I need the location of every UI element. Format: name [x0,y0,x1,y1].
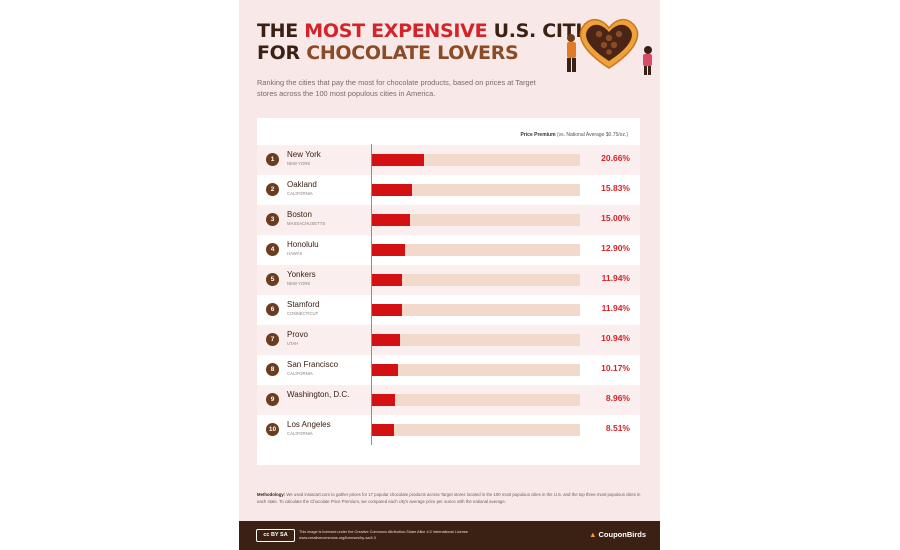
bar [372,424,394,436]
state-name: CALIFORNIA [287,191,313,196]
title-text: FOR [257,42,307,64]
state-name: MASSACHUSETTS [287,221,326,226]
chart-row: 4 Honolulu HAWAII 12.90% [257,235,640,265]
city-name: Washington, D.C. [287,390,350,399]
chart-row: 10 Los Angeles CALIFORNIA 8.51% [257,415,640,445]
bar-track [372,394,580,406]
value-label: 8.96% [605,393,630,403]
chart-row: 5 Yonkers NEW YORK 11.94% [257,265,640,295]
bar-track [372,424,580,436]
state-name: CALIFORNIA [287,371,313,376]
license-link: www.creativecommons.org/licenses/by-sa/4… [299,535,376,540]
rank-badge: 6 [266,303,279,316]
city-name: Provo [287,330,308,339]
city-name: New York [287,150,321,159]
chart-row: 6 Stamford CONNECTICUT 11.94% [257,295,640,325]
column-header-note: (vs. National Average $0.75/oz.) [556,132,628,138]
column-header-label: Price Premium [520,132,556,138]
bar [372,334,400,346]
methodology-note: Methodology: We used instacart.com to ga… [257,491,641,505]
rank-badge: 10 [266,423,279,436]
rank-badge: 1 [266,153,279,166]
rank-badge: 5 [266,273,279,286]
title-text: THE [257,20,305,42]
state-name: CALIFORNIA [287,431,313,436]
chart-row: 7 Provo UTAH 10.94% [257,325,640,355]
rank-badge: 7 [266,333,279,346]
bar-track [372,184,580,196]
city-name: Yonkers [287,270,316,279]
column-header: Price Premium (vs. National Average $0.7… [521,132,628,138]
value-label: 10.17% [601,363,630,373]
bar [372,214,410,226]
methodology-label: Methodology: [257,492,286,497]
footer: cc BY SA This image is licensed under th… [239,521,660,550]
brand-name: CouponBirds [598,530,647,539]
bar [372,304,403,316]
title-text: U.S. CITIES [487,20,609,42]
creative-commons-badge: cc BY SA [256,529,295,542]
bar [372,274,403,286]
subtitle: Ranking the cities that pay the most for… [257,78,536,98]
bar-track [372,364,580,376]
chart-row: 2 Oakland CALIFORNIA 15.83% [257,175,640,205]
title-accent: CHOCOLATE LOVERS [306,42,519,64]
chart-row: 3 Boston MASSACHUSETTS 15.00% [257,205,640,235]
bar [372,184,413,196]
value-label: 20.66% [601,153,630,163]
value-label: 15.83% [601,183,630,193]
heart-chocolate-box-illustration [567,18,652,75]
value-label: 10.94% [601,333,630,343]
state-name: CONNECTICUT [287,311,319,316]
value-label: 11.94% [601,303,630,313]
state-name: UTAH [287,341,299,346]
bar [372,154,425,166]
bar-axis-line [371,144,372,445]
state-name: HAWAII [287,251,302,256]
city-name: Stamford [287,300,320,309]
bar [372,364,398,376]
bar-track [372,274,580,286]
license-text: This image is licensed under the Creativ… [299,530,499,541]
bar-track [372,154,580,166]
value-label: 11.94% [601,273,630,283]
chart-row: 9 Washington, D.C. 8.96% [257,385,640,415]
bar-track [372,304,580,316]
rank-badge: 2 [266,183,279,196]
rank-badge: 4 [266,243,279,256]
chart-row: 1 New York NEW YORK 20.66% [257,145,640,175]
bar [372,394,395,406]
rank-badge: 3 [266,213,279,226]
city-name: San Francisco [287,360,339,369]
value-label: 8.51% [605,423,630,433]
city-name: Los Angeles [287,420,331,429]
state-name: NEW YORK [287,281,311,286]
bar [372,244,405,256]
city-name: Honolulu [287,240,319,249]
bar-track [372,214,580,226]
ranking-chart: Price Premium (vs. National Average $0.7… [257,118,640,465]
value-label: 12.90% [601,243,630,253]
page-title: THE MOST EXPENSIVE U.S. CITIES FOR CHOCO… [257,20,608,64]
rank-badge: 9 [266,393,279,406]
bar-track [372,334,580,346]
city-name: Oakland [287,180,317,189]
chart-row: 8 San Francisco CALIFORNIA 10.17% [257,355,640,385]
title-accent: MOST EXPENSIVE [304,20,488,42]
value-label: 15.00% [601,213,630,223]
city-name: Boston [287,210,312,219]
bird-icon: ▲ [589,530,597,539]
license-line: This image is licensed under the Creativ… [299,530,468,534]
brand-logo: ▲ CouponBirds [589,530,646,539]
state-name: NEW YORK [287,161,311,166]
rank-badge: 8 [266,363,279,376]
methodology-text: We used instacart.com to gather prices f… [257,492,641,504]
infographic-poster: THE MOST EXPENSIVE U.S. CITIES FOR CHOCO… [239,0,660,550]
bar-track [372,244,580,256]
